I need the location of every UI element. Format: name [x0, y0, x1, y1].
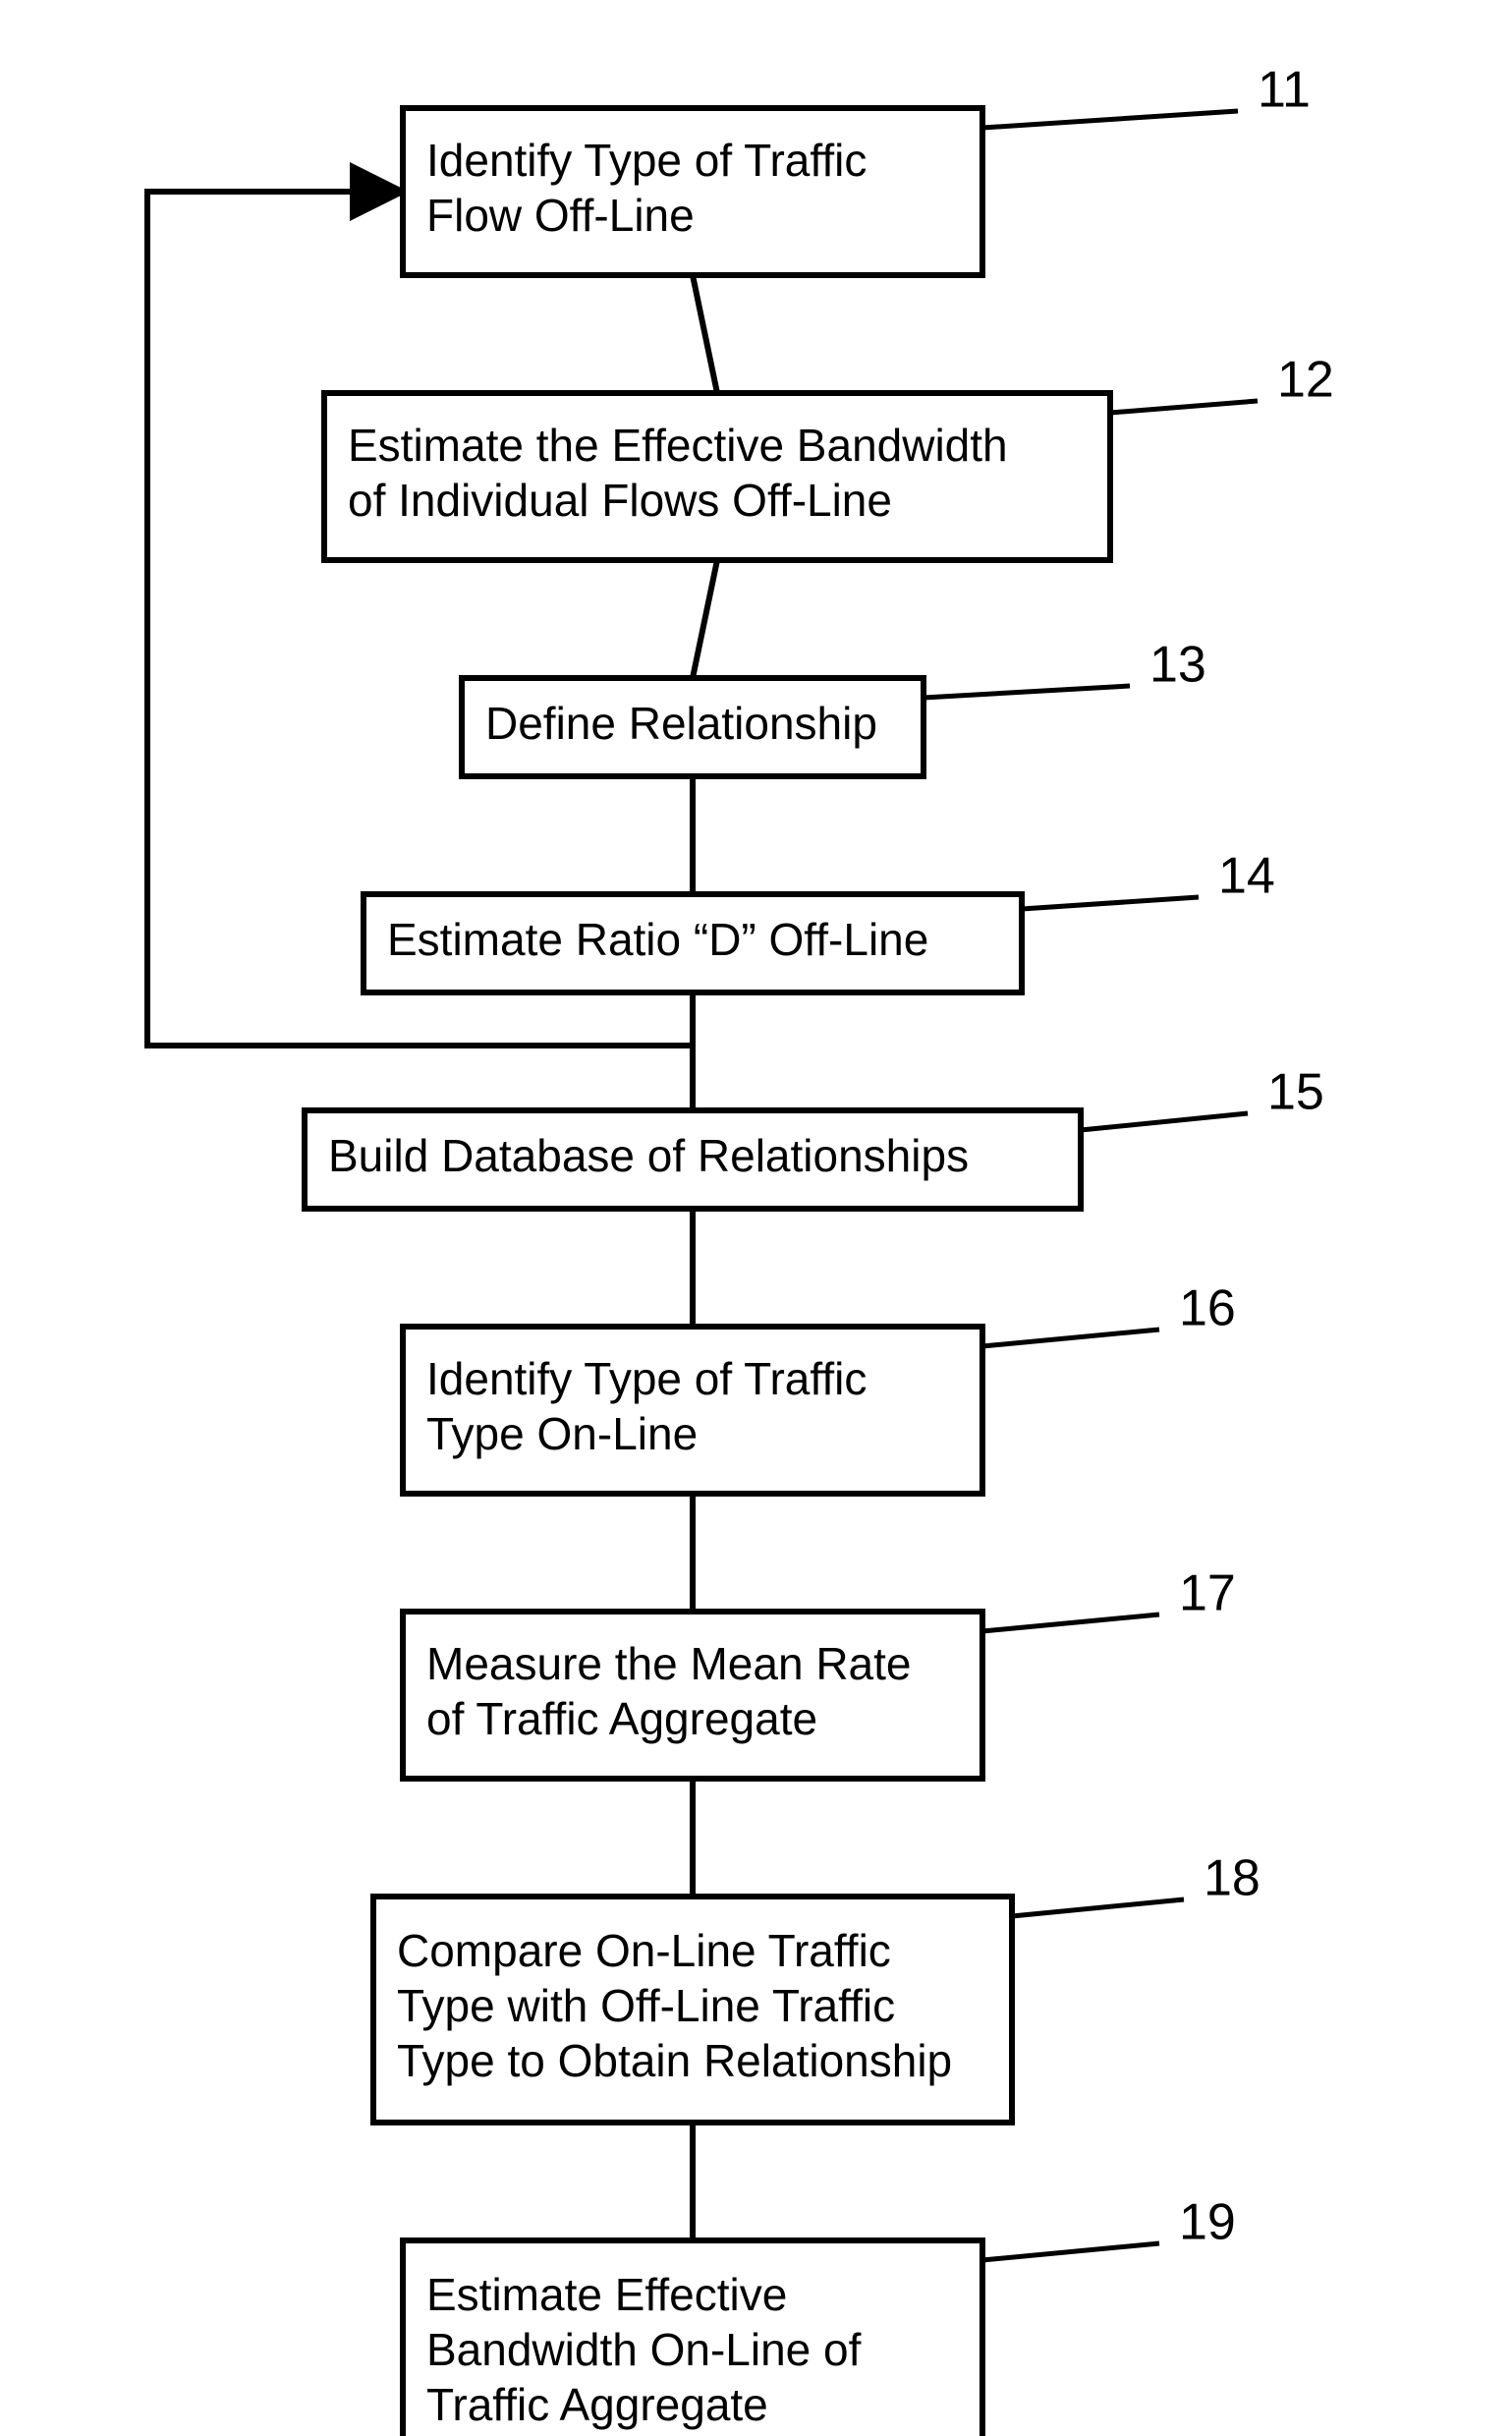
refnum-15: 15	[1267, 1064, 1324, 1121]
refnum-leader	[1012, 1899, 1184, 1916]
flow-step-label: Measure the Mean Rate	[426, 1638, 912, 1689]
flow-step-5: Build Database of Relationships	[305, 1110, 1081, 1209]
flow-step-1: Identify Type of TrafficFlow Off-Line	[403, 108, 982, 275]
refnum-13: 13	[1149, 637, 1206, 694]
flow-step-label: of Individual Flows Off-Line	[348, 475, 892, 526]
flow-step-8: Compare On-Line TrafficType with Off-Lin…	[373, 1897, 1012, 2123]
flow-step-label: Flow Off-Line	[426, 190, 695, 241]
edge-n11-n12	[693, 275, 717, 393]
flow-step-label: Type to Obtain Relationship	[397, 2035, 952, 2086]
flow-step-label: Estimate the Effective Bandwidth	[348, 420, 1008, 471]
flow-step-label: Estimate Ratio “D” Off-Line	[387, 914, 928, 965]
refnum-12: 12	[1277, 352, 1334, 409]
flowchart-canvas: Identify Type of TrafficFlow Off-LineEst…	[0, 0, 1512, 2436]
edge-n12-n13	[693, 560, 717, 678]
refnum-leader	[982, 2243, 1159, 2260]
flow-step-7: Measure the Mean Rateof Traffic Aggregat…	[403, 1612, 982, 1779]
flow-step-label: Compare On-Line Traffic	[397, 1925, 891, 1976]
refnum-leader	[924, 686, 1130, 698]
refnum-leader	[982, 1615, 1159, 1631]
refnum-leader	[982, 1330, 1159, 1346]
flow-step-label: Type with Off-Line Traffic	[397, 1980, 895, 2031]
flow-step-4: Estimate Ratio “D” Off-Line	[364, 894, 1022, 992]
refnum-leader	[982, 111, 1238, 128]
flow-step-label: of Traffic Aggregate	[426, 1693, 817, 1744]
refnum-leader	[1110, 401, 1258, 413]
flow-step-label: Identify Type of Traffic	[426, 1353, 867, 1404]
flow-step-label: Type On-Line	[426, 1408, 698, 1459]
refnum-leader	[1022, 897, 1199, 909]
refnum-11: 11	[1258, 62, 1311, 119]
flow-step-label: Identify Type of Traffic	[426, 135, 867, 186]
refnum-17: 17	[1179, 1565, 1236, 1622]
flow-step-3: Define Relationship	[462, 678, 924, 776]
refnum-16: 16	[1179, 1280, 1236, 1337]
flow-step-9: Estimate EffectiveBandwidth On-Line ofTr…	[403, 2240, 982, 2436]
flow-step-2: Estimate the Effective Bandwidthof Indiv…	[324, 393, 1110, 560]
flow-step-label: Define Relationship	[485, 698, 877, 749]
flow-step-label: Bandwidth On-Line of	[426, 2324, 862, 2375]
refnum-14: 14	[1218, 848, 1275, 905]
flow-step-label: Estimate Effective	[426, 2269, 787, 2320]
flow-step-6: Identify Type of TrafficType On-Line	[403, 1327, 982, 1494]
refnum-leader	[1081, 1113, 1248, 1130]
flow-step-label: Build Database of Relationships	[328, 1130, 969, 1181]
flow-step-label: Traffic Aggregate	[426, 2379, 768, 2430]
refnum-18: 18	[1204, 1850, 1260, 1907]
refnum-19: 19	[1179, 2194, 1236, 2251]
